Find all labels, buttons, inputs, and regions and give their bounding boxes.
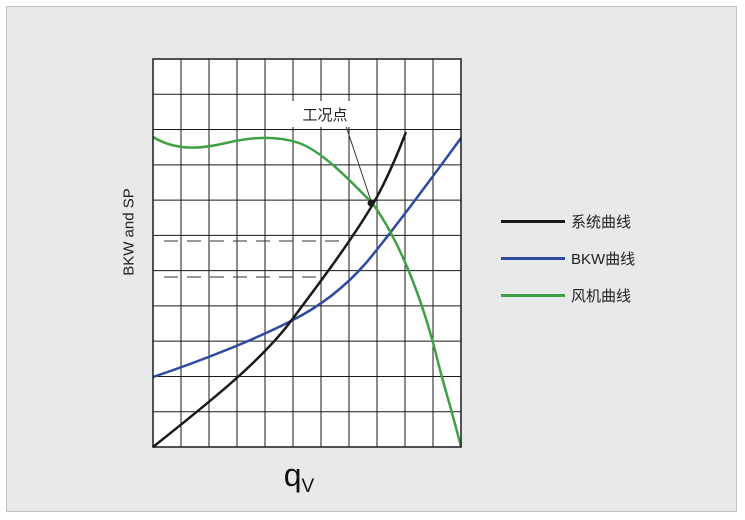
operating-point-pointer	[343, 119, 372, 202]
plot-border	[152, 58, 462, 448]
operating-point-callout: 工况点	[285, 101, 365, 127]
bkw-curve	[152, 137, 463, 379]
operating-point-marker	[367, 199, 375, 207]
grid	[153, 59, 461, 447]
diagram-panel: BKW and SP qV 工况点 系统曲线 BKW曲线 风机曲线	[6, 6, 737, 512]
legend: 系统曲线 BKW曲线 风机曲线	[501, 203, 635, 314]
legend-label-fan-curve: 风机曲线	[571, 288, 632, 305]
legend-item-system-curve: 系统曲线	[501, 203, 635, 240]
x-axis-subscript: V	[301, 476, 315, 497]
legend-label-system-curve: 系统曲线	[571, 214, 632, 231]
x-axis-label: qV	[284, 459, 314, 496]
x-axis-symbol: q	[283, 457, 302, 493]
legend-swatch-fan-curve	[501, 294, 565, 297]
legend-item-fan-curve: 风机曲线	[501, 277, 635, 314]
legend-swatch-system-curve	[501, 220, 565, 223]
system-curve	[152, 131, 408, 448]
legend-item-bkw-curve: BKW曲线	[501, 240, 635, 277]
legend-swatch-bkw-curve	[501, 257, 565, 260]
y-axis-label: BKW and SP	[120, 188, 138, 276]
legend-label-bkw-curve: BKW曲线	[571, 251, 636, 268]
fan-curve	[152, 135, 463, 448]
